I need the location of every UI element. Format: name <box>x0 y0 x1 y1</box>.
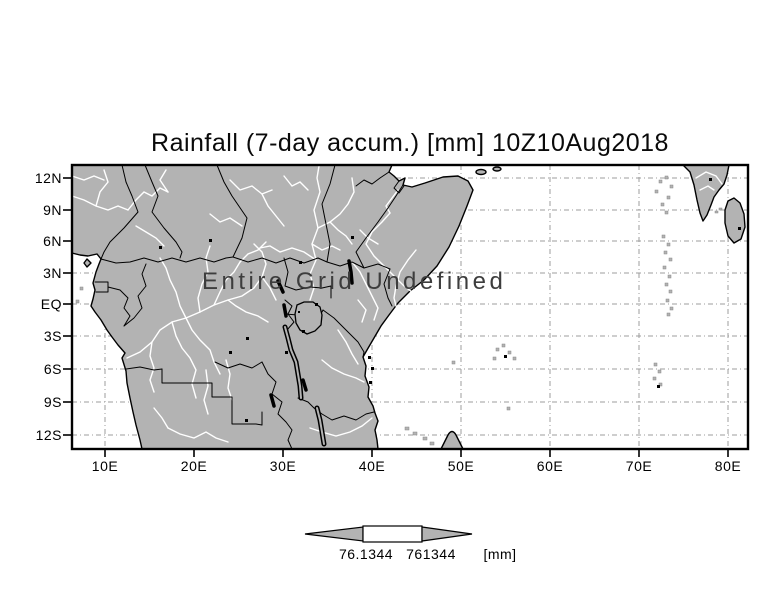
grid-undefined-overlay: Entire Grid Undefined <box>202 268 507 295</box>
map-speckles <box>159 178 741 422</box>
colorbar-right-arrow-icon <box>421 526 473 542</box>
y-axis-label: EQ <box>40 296 62 312</box>
lake-turkana <box>347 259 354 285</box>
island-specks-group <box>75 175 723 446</box>
x-axis-label: 80E <box>714 458 742 474</box>
sri-lanka-island <box>724 197 746 244</box>
x-axis-label: 70E <box>625 458 653 474</box>
y-axis-label: 3N <box>43 265 62 281</box>
colorbar-left-arrow-icon <box>304 526 364 542</box>
lake-albert <box>276 279 285 294</box>
y-axis-label: 6N <box>43 233 62 249</box>
rivers-group <box>71 165 723 443</box>
y-axis-label: 12S <box>35 427 62 443</box>
y-axis-label: 9N <box>43 202 62 218</box>
colorbar-left-value: 76.1344 <box>338 546 394 562</box>
x-axis-label: 10E <box>91 458 119 474</box>
lake-rukwa <box>301 378 308 392</box>
madagascar-north-tip <box>440 430 464 450</box>
socotra-island <box>475 168 487 176</box>
x-axis-label: 30E <box>269 458 297 474</box>
lakes-group <box>159 178 741 447</box>
lake-kivu <box>282 303 288 318</box>
plot-frame <box>70 163 750 451</box>
x-axis-label: 60E <box>536 458 564 474</box>
lake-mweru <box>269 393 276 408</box>
x-axis-label: 40E <box>358 458 386 474</box>
bioko-island <box>83 258 92 268</box>
y-axis-label: 9S <box>43 394 62 410</box>
lake-victoria <box>294 301 323 335</box>
socotra-island-2 <box>492 166 502 172</box>
x-axis-label: 20E <box>180 458 208 474</box>
x-axis-label: 50E <box>447 458 475 474</box>
borders-group <box>94 164 405 450</box>
colorbar <box>304 525 473 543</box>
colorbar-right-value: 761344 <box>406 546 456 562</box>
colorbar-units-label: [mm] <box>483 546 517 562</box>
y-axis-label: 3S <box>43 328 62 344</box>
y-axis-label: 6S <box>43 361 62 377</box>
colorbar-swatch <box>362 525 423 543</box>
plot-title: Rainfall (7-day accum.) [mm] 10Z10Aug201… <box>151 129 669 157</box>
africa-landmass <box>71 164 474 450</box>
axis-ticks <box>63 177 729 457</box>
y-axis-label: 12N <box>34 170 62 186</box>
